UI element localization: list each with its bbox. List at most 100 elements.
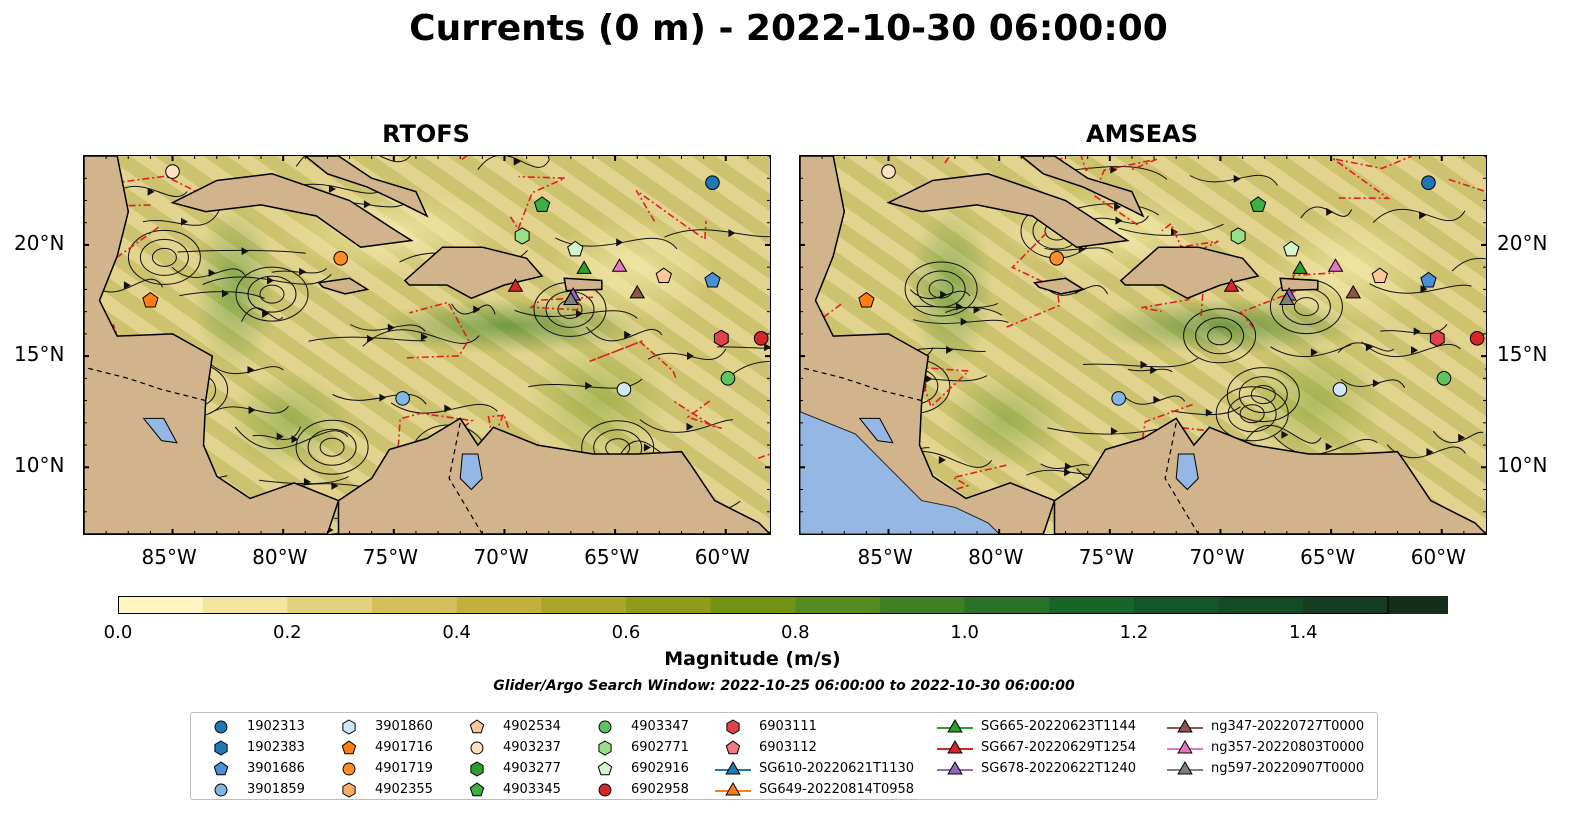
float-marker [704,271,721,288]
float-marker [1436,371,1452,386]
map-amseas[interactable] [799,155,1487,535]
figure-title: Currents (0 m) - 2022-10-30 06:00:00 [409,8,1168,49]
float-marker [576,260,592,274]
float-marker [713,329,729,347]
legend-symbol [598,740,612,756]
float-marker [563,291,579,305]
land-puerto-rico [1279,277,1319,292]
legend-marker [937,718,973,733]
lake [459,453,483,491]
legend-label: 6903112 [759,740,817,755]
map-rtofs[interactable] [83,155,771,535]
float-marker [629,284,646,299]
country-border [1164,422,1199,534]
legend-symbol [213,761,229,776]
country-border [448,422,483,534]
legend-symbol [214,740,228,756]
legend-marker [342,719,356,735]
legend-label: 4901719 [375,761,433,776]
legend-marker [1167,718,1203,733]
legend-marker [598,783,612,797]
lat-tick-label-left: 20°N [14,230,65,255]
legend-symbol [1177,739,1193,754]
map-amseas-layers [800,156,1486,534]
colorbar-segment [1134,596,1220,614]
float-marker [165,164,180,179]
legend-symbol [725,781,741,796]
float-marker [395,391,410,406]
legend-symbol [469,782,485,797]
float-marker [1421,175,1436,190]
legend-symbol [342,762,356,776]
legend-symbol [341,740,357,755]
land-bahamas [304,156,429,218]
lon-tick-label: 60°W [1410,545,1466,569]
lat-tick-label-left: 10°N [14,453,65,478]
land-bahamas [1020,156,1145,218]
colorbar-segment [710,596,796,614]
legend-marker [469,719,485,734]
lon-tick-label: 75°W [1078,545,1135,569]
lon-tick-label: 75°W [362,545,419,569]
frame-ticks [84,156,770,534]
colorbar [118,596,1448,614]
legend-label: 3901686 [247,761,305,776]
land-hispaniola [403,246,544,300]
pacific-ocean-overlay [800,411,1000,534]
lon-tick-label: 85°W [141,545,197,569]
float-marker [1429,329,1445,347]
float-marker [1371,267,1388,283]
float-marker [655,267,672,283]
float-marker [858,291,875,308]
legend-label: 4902355 [375,782,433,797]
legend-symbol [214,720,228,734]
legend-label: 6903111 [759,719,817,734]
country-border [800,366,922,402]
legend-label: 4903277 [503,761,561,776]
land-south-america [1053,417,1486,534]
legend-label: 4903347 [631,719,689,734]
float-marker [753,331,769,346]
lon-tick-label: 85°W [857,545,913,569]
legend-label: ng597-20220907T0000 [1211,761,1365,776]
float-marker [1223,278,1240,292]
float-marker [1111,391,1126,406]
legend: 1902313 1902383 3901686 3901859 3901860 49017… [190,712,1378,800]
colorbar-extend-arrow [1388,596,1448,614]
land-cuba [886,173,1130,248]
legend-marker [214,783,228,797]
float-marker [705,175,720,190]
legend-label: 4903345 [503,782,561,797]
lat-tick-label-right: 15°N [1497,342,1548,367]
float-marker [1230,227,1246,245]
lake [1175,453,1199,491]
lake [142,417,178,444]
legend-marker [597,761,613,776]
legend-symbol [597,761,613,776]
legend-symbol [726,719,740,735]
colorbar-segment [795,596,881,614]
legend-label: 6902771 [631,740,689,755]
legend-marker [341,740,357,755]
colorbar-segment [880,596,966,614]
land-cuba [170,173,414,248]
legend-marker [469,782,485,797]
float-marker [1345,284,1362,299]
float-marker [1469,331,1485,346]
land-puerto-rico [563,277,603,292]
legend-marker [715,760,751,775]
float-marker [1292,260,1308,274]
lon-tick-label: 60°W [694,545,750,569]
legend-marker [726,719,740,735]
legend-marker [470,741,484,755]
legend-symbol [725,760,741,775]
lon-tick-label: 80°W [252,545,308,569]
lon-tick-label: 70°W [473,545,529,569]
float-marker [507,278,524,292]
float-marker [1327,258,1344,272]
float-marker [333,250,348,266]
lon-tick-label: 70°W [1189,545,1245,569]
legend-label: 3901860 [375,719,433,734]
legend-marker [725,740,741,755]
legend-symbol [469,719,485,734]
